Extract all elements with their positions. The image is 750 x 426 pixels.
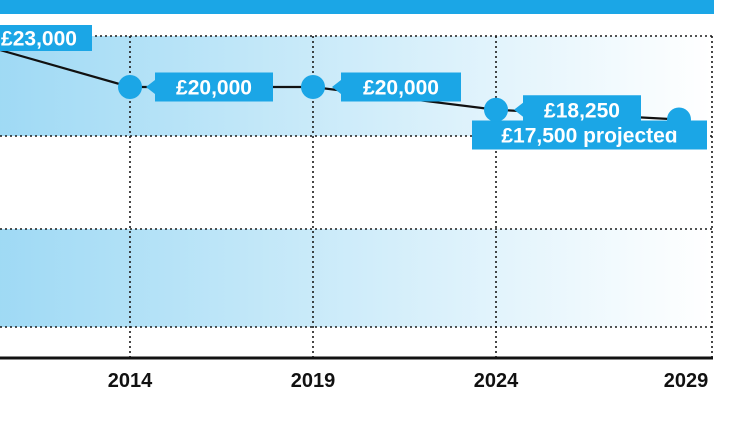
- x-tick-label-2014: 2014: [108, 370, 153, 392]
- label-box: [472, 120, 707, 150]
- x-tick-label-2029: 2029: [664, 370, 709, 392]
- data-label-2024-group: £18,250: [514, 95, 641, 125]
- data-label-partial-group: £23,000: [0, 25, 92, 51]
- data-label-2024: £18,250: [544, 99, 620, 122]
- data-point-2029: [667, 107, 691, 132]
- data-series: £23,000 £20,000 £20,000 £18,250 £17,500 proj…: [0, 25, 707, 150]
- label-pointer: [332, 80, 341, 94]
- data-label-2014-group: £20,000: [146, 72, 273, 102]
- data-label-2019-group: £20,000: [332, 72, 461, 102]
- label-box: [0, 25, 92, 51]
- grid-lines: [0, 35, 713, 358]
- label-pointer: [514, 102, 523, 117]
- label-box: [523, 95, 641, 125]
- label-pointer: [146, 80, 155, 94]
- data-point-2014: [118, 75, 142, 99]
- label-box: [155, 72, 273, 102]
- data-point-2019: [301, 75, 325, 99]
- data-label-2019: £20,000: [363, 77, 439, 100]
- data-label-2014: £20,000: [176, 77, 252, 100]
- data-label-2029: £17,500 projected: [501, 125, 677, 148]
- x-tick-label-2019: 2019: [291, 370, 336, 392]
- data-label-partial: £23,000: [1, 28, 77, 51]
- header-bar: [0, 0, 714, 14]
- data-label-2029-group: £17,500 projected: [472, 120, 707, 150]
- label-box: [341, 72, 461, 102]
- x-axis-ticks: 2014 2019 2024 2029: [108, 370, 709, 392]
- plot-band-middle: [0, 229, 712, 327]
- data-point-2024: [484, 97, 508, 122]
- x-tick-label-2024: 2024: [474, 370, 519, 392]
